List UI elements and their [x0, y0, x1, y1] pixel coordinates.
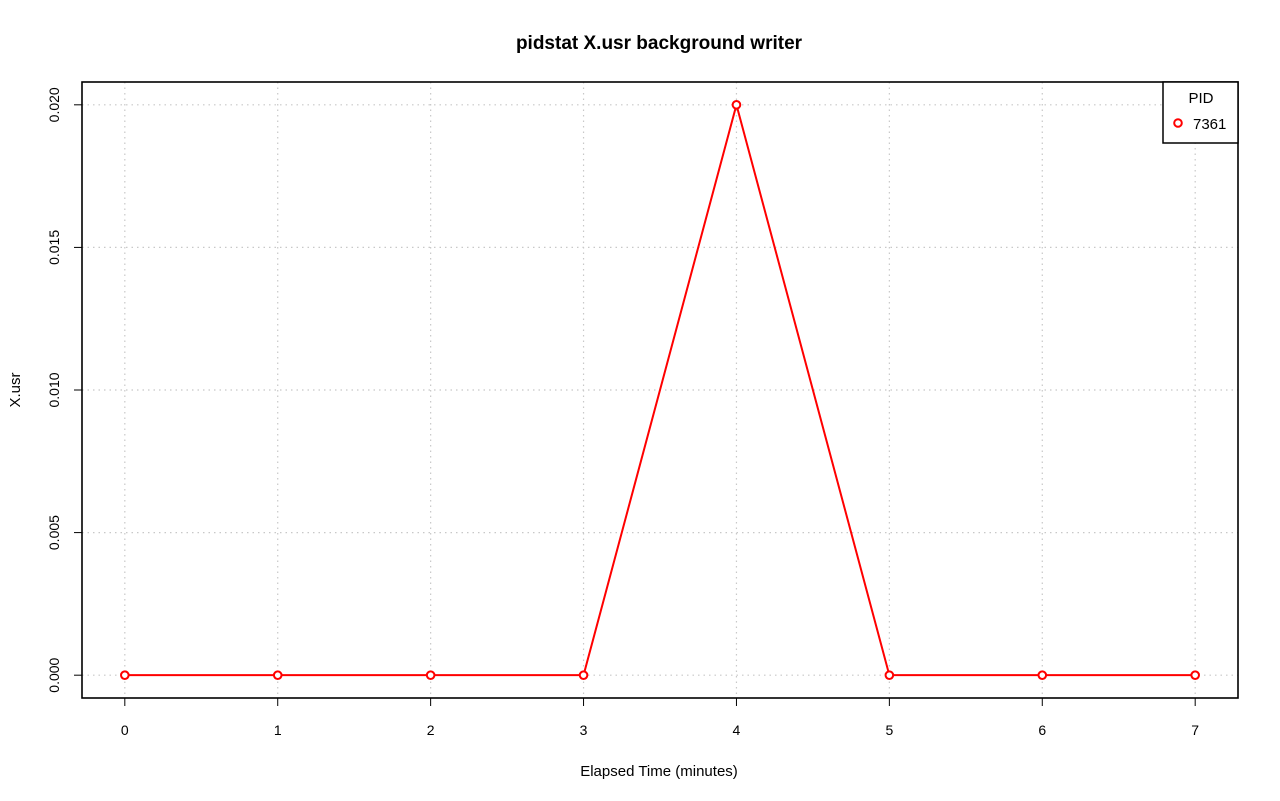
y-tick-label: 0.020 [46, 87, 62, 122]
legend: PID 7361 [1162, 81, 1239, 144]
x-tick-label: 6 [1038, 722, 1046, 738]
x-tick-label: 3 [580, 722, 588, 738]
x-tick-label: 0 [121, 722, 129, 738]
data-point [120, 670, 130, 680]
data-point [272, 670, 283, 680]
y-tick-label: 0.000 [46, 657, 62, 692]
x-tick-label: 7 [1191, 722, 1199, 738]
legend-entry-7361: 7361 [1193, 116, 1226, 133]
chart-title: pidstat X.usr background writer [516, 33, 803, 54]
data-point [731, 100, 742, 110]
legend-title: PID [1188, 90, 1213, 107]
data-point [425, 670, 436, 680]
y-tick-label: 0.005 [46, 515, 62, 550]
x-axis: 0 1 2 3 4 5 6 7 [121, 698, 1199, 738]
data-point [884, 670, 895, 680]
y-tick-label: 0.010 [46, 372, 62, 407]
data-point [1190, 670, 1200, 680]
series-line-7361 [124, 103, 1196, 677]
legend-box [1162, 81, 1239, 144]
y-axis: 0.000 0.005 0.010 0.015 0.020 [46, 87, 82, 693]
x-tick-label: 5 [885, 722, 893, 738]
y-axis-label: X.usr [7, 372, 24, 407]
x-axis-label: Elapsed Time (minutes) [580, 763, 738, 780]
y-tick-label: 0.015 [46, 230, 62, 265]
x-tick-label: 4 [733, 722, 741, 738]
series-layer [120, 100, 1200, 680]
x-tick-label: 1 [274, 722, 282, 738]
data-point [1037, 670, 1048, 680]
data-point [578, 670, 589, 680]
legend-marker [1173, 118, 1183, 128]
x-tick-label: 2 [427, 722, 435, 738]
